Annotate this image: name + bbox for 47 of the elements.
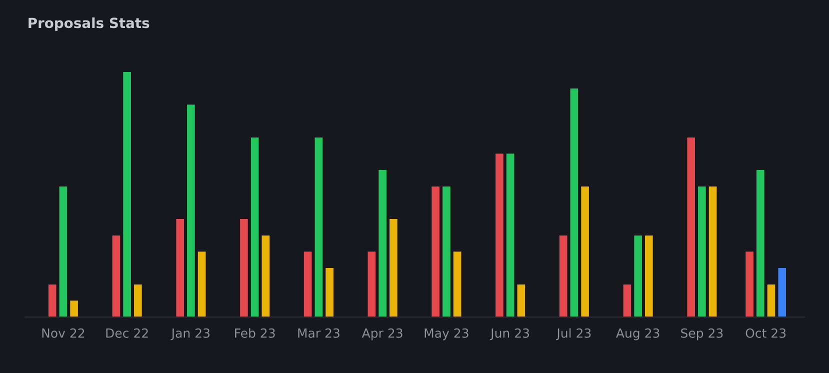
bar (623, 284, 632, 318)
x-tick-label: Oct 23 (746, 328, 786, 338)
x-tick-label: Dec 22 (106, 328, 148, 338)
x-tick-label: Aug 23 (616, 328, 660, 340)
x-tick-label: Mar 23 (298, 328, 340, 338)
bar (250, 137, 259, 318)
bar (506, 154, 514, 318)
x-tick-label: Feb 23 (235, 328, 275, 338)
bar (70, 300, 78, 318)
x-tick-label: Sep 23 (681, 328, 723, 340)
bar (432, 186, 440, 318)
bar (262, 235, 270, 318)
bar (390, 219, 398, 318)
x-tick-label: Nov 22 (42, 328, 84, 338)
bar (59, 186, 68, 318)
bar (378, 170, 386, 318)
bar (240, 219, 248, 318)
bar (314, 137, 323, 318)
bar (708, 186, 717, 318)
bar (581, 186, 589, 318)
x-tick-label: Jun 23 (490, 328, 530, 340)
bar (453, 252, 462, 318)
bar (304, 252, 312, 318)
bar (134, 284, 142, 318)
bar (176, 219, 184, 318)
bar (559, 235, 568, 318)
bar (634, 235, 642, 318)
x-tick-label: Jul 23 (556, 328, 591, 340)
bar (123, 72, 131, 318)
x-tick-label: Apr 23 (362, 328, 402, 340)
x-tick-label: Jan 23 (170, 328, 210, 340)
bar (112, 235, 120, 318)
bar (698, 186, 706, 318)
bar (187, 104, 195, 318)
x-tick-label: May 23 (424, 328, 468, 340)
bar (326, 268, 334, 318)
bar (198, 252, 206, 318)
chart-title: Proposals Stats (28, 17, 150, 31)
bar (517, 284, 526, 318)
bar (368, 252, 376, 318)
bar (778, 268, 786, 318)
bar (442, 186, 450, 318)
bar (645, 235, 653, 318)
bar (496, 154, 504, 318)
bar (48, 284, 56, 318)
bar (687, 137, 695, 318)
bar (570, 88, 578, 318)
